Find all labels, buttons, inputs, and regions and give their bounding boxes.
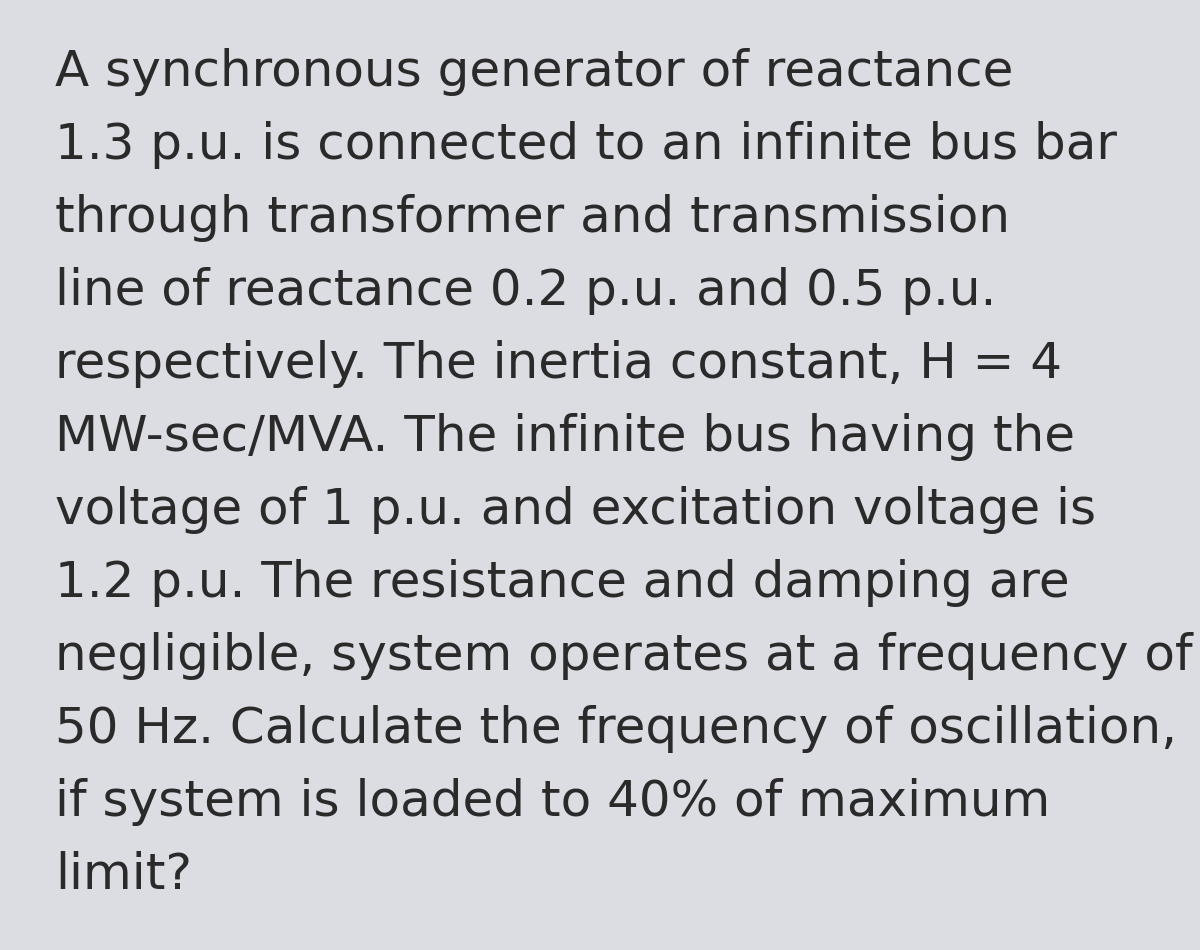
Text: negligible, system operates at a frequency of: negligible, system operates at a frequen… xyxy=(55,632,1193,680)
Text: if system is loaded to 40% of maximum: if system is loaded to 40% of maximum xyxy=(55,778,1050,826)
Text: through transformer and transmission: through transformer and transmission xyxy=(55,194,1010,242)
Text: limit?: limit? xyxy=(55,851,192,899)
Text: line of reactance 0.2 p.u. and 0.5 p.u.: line of reactance 0.2 p.u. and 0.5 p.u. xyxy=(55,267,996,315)
Text: voltage of 1 p.u. and excitation voltage is: voltage of 1 p.u. and excitation voltage… xyxy=(55,486,1096,534)
Text: MW-sec/MVA. The infinite bus having the: MW-sec/MVA. The infinite bus having the xyxy=(55,413,1075,461)
Text: respectively. The inertia constant, H = 4: respectively. The inertia constant, H = … xyxy=(55,340,1062,388)
Text: 1.3 p.u. is connected to an infinite bus bar: 1.3 p.u. is connected to an infinite bus… xyxy=(55,121,1117,169)
Text: A synchronous generator of reactance: A synchronous generator of reactance xyxy=(55,48,1013,96)
Text: 50 Hz. Calculate the frequency of oscillation,: 50 Hz. Calculate the frequency of oscill… xyxy=(55,705,1177,753)
Text: 1.2 p.u. The resistance and damping are: 1.2 p.u. The resistance and damping are xyxy=(55,559,1069,607)
